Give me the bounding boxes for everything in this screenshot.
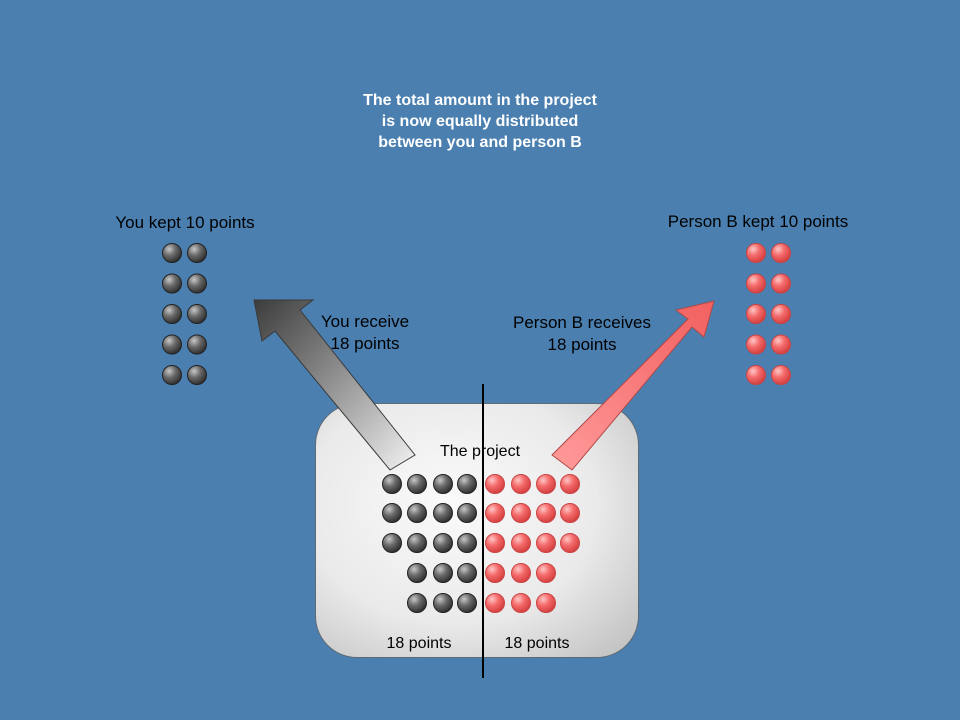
person-b-kept-point [771, 273, 791, 294]
you-kept-point [187, 243, 207, 263]
project-person-b-point [511, 474, 531, 494]
you-kept-point [187, 365, 207, 385]
project-you-point [407, 533, 427, 553]
you-kept-point [187, 334, 207, 355]
project-label: The project [439, 443, 521, 460]
project-person-b-point [485, 503, 505, 523]
project-you-point [382, 533, 402, 553]
project-left-total: 18 points [386, 635, 452, 652]
you-receive-amount: 18 points [330, 334, 400, 353]
you-receive-label: You receive 18 points [300, 311, 430, 355]
you-kept-point [162, 304, 182, 324]
project-right-total: 18 points [504, 635, 570, 652]
project-person-b-point [536, 474, 556, 494]
project-person-b-point [560, 503, 580, 523]
person-b-receive-label: Person B receives 18 points [497, 312, 667, 356]
project-person-b-point [536, 593, 556, 613]
project-person-b-point [485, 593, 505, 613]
you-receive-text: You receive [320, 312, 410, 331]
distribution-title: The total amount in the project is now e… [363, 92, 597, 151]
project-you-point [457, 474, 477, 494]
project-you-point [457, 563, 477, 583]
person-b-kept-label: Person B kept 10 points [667, 212, 849, 231]
project-you-point [457, 533, 477, 553]
person-b-receive-arrow [551, 300, 715, 471]
person-b-kept-point [746, 304, 766, 324]
project-you-point [433, 474, 453, 494]
project-you-point [433, 503, 453, 523]
project-you-point [382, 503, 402, 523]
project-person-b-point [511, 533, 531, 553]
project-person-b-point [536, 563, 556, 583]
person-b-kept-point [746, 334, 766, 355]
you-kept-point [187, 304, 207, 324]
person-b-receive-amount: 18 points [547, 335, 617, 354]
you-kept-point [162, 273, 182, 294]
person-b-kept-point [746, 273, 766, 294]
person-b-kept-point [746, 365, 766, 385]
person-b-kept-point [771, 334, 791, 355]
project-you-point [433, 563, 453, 583]
project-person-b-point [560, 474, 580, 494]
project-you-point [407, 593, 427, 613]
you-kept-point [187, 273, 207, 294]
you-kept-label: You kept 10 points [115, 213, 255, 232]
you-kept-point [162, 334, 182, 355]
project-person-b-point [536, 503, 556, 523]
person-b-kept-point [771, 365, 791, 385]
project-you-point [457, 503, 477, 523]
project-person-b-point [560, 533, 580, 553]
project-you-point [407, 474, 427, 494]
person-b-kept-point [746, 243, 766, 263]
project-you-point [407, 503, 427, 523]
person-b-kept-point [771, 243, 791, 263]
project-person-b-point [511, 503, 531, 523]
project-person-b-point [511, 593, 531, 613]
you-kept-point [162, 243, 182, 263]
you-receive-arrow [253, 299, 416, 471]
project-you-point [382, 474, 402, 494]
project-you-point [457, 593, 477, 613]
project-person-b-point [485, 533, 505, 553]
you-kept-point [162, 365, 182, 385]
project-person-b-point [536, 533, 556, 553]
project-person-b-point [511, 563, 531, 583]
project-you-point [433, 533, 453, 553]
project-you-point [433, 593, 453, 613]
person-b-kept-point [771, 304, 791, 324]
project-person-b-point [485, 474, 505, 494]
person-b-receive-text: Person B receives [513, 313, 651, 332]
project-you-point [407, 563, 427, 583]
project-person-b-point [485, 563, 505, 583]
